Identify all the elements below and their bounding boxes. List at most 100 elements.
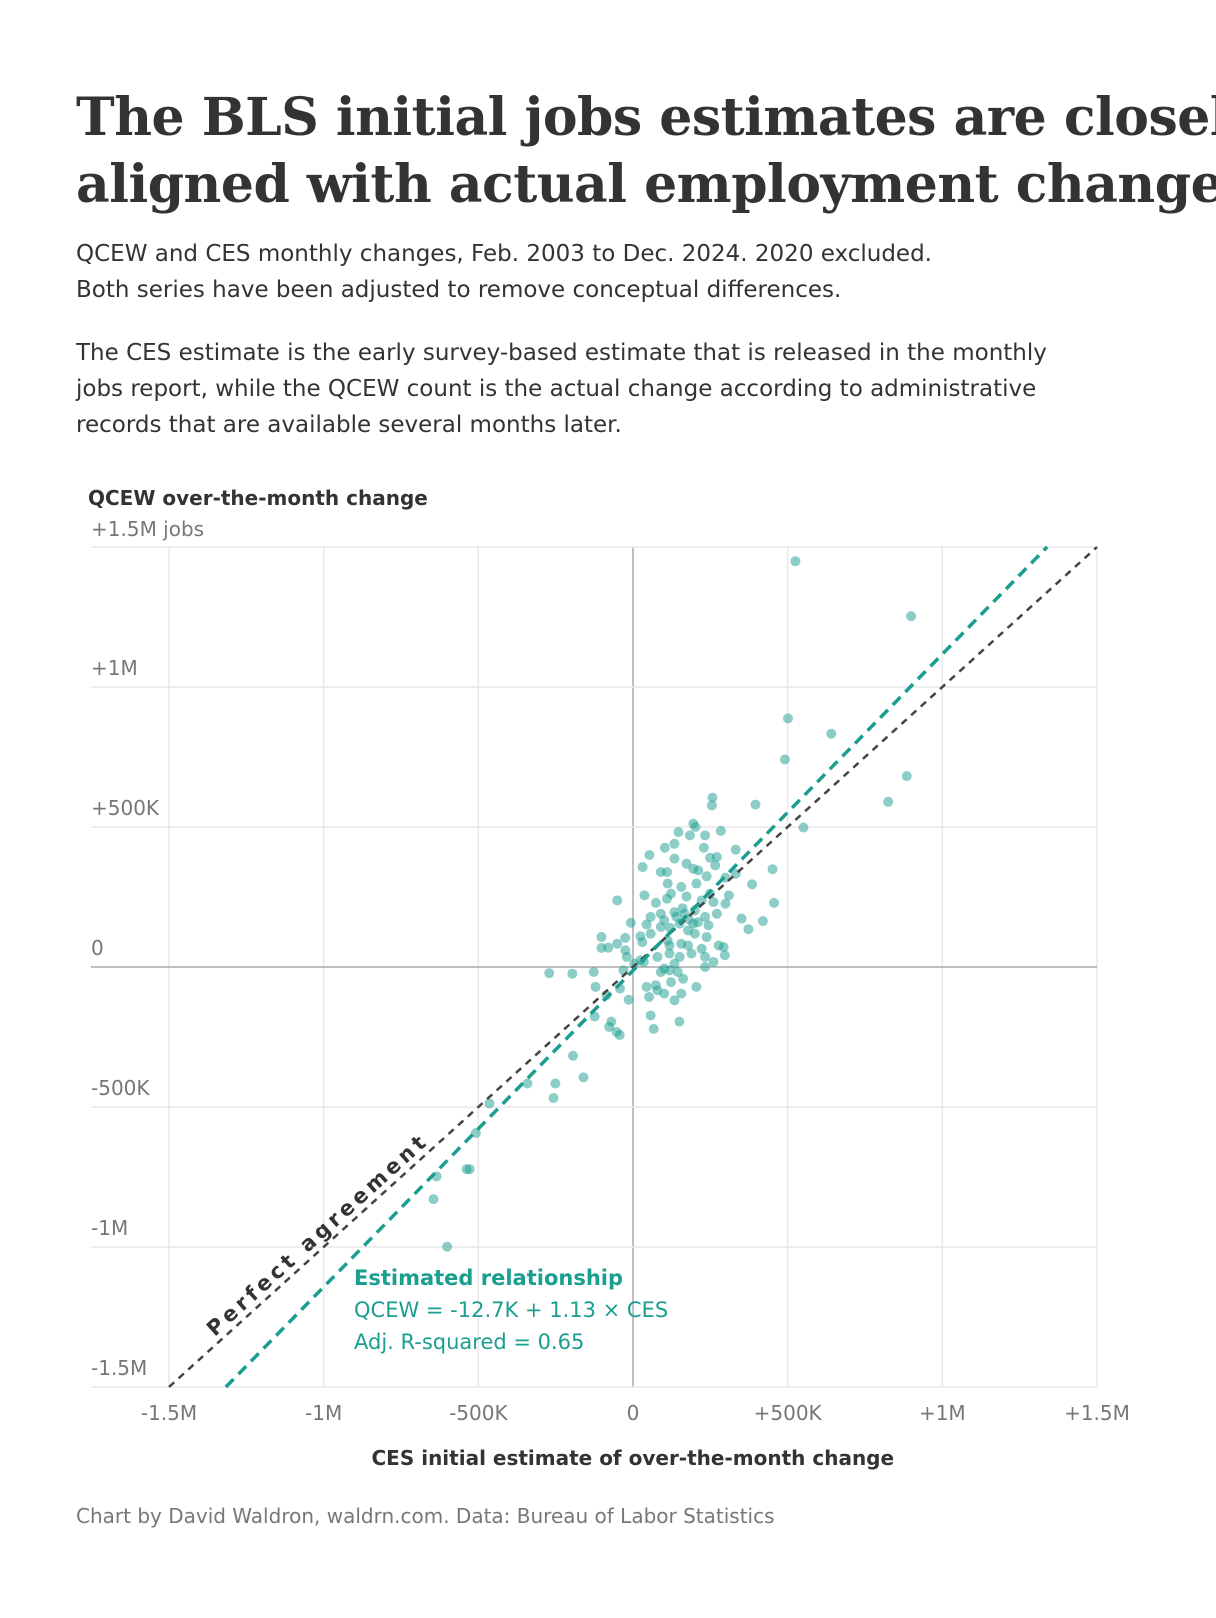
data-point <box>604 1021 615 1032</box>
data-point <box>718 942 729 953</box>
data-point <box>708 897 719 908</box>
data-point <box>700 962 711 972</box>
data-point <box>782 713 793 724</box>
data-point <box>644 991 655 1002</box>
regression-title: Estimated relationship <box>354 1266 624 1290</box>
data-point <box>669 853 680 864</box>
data-point <box>696 943 707 954</box>
data-point <box>711 908 722 919</box>
data-point <box>662 867 673 878</box>
data-point <box>683 940 694 951</box>
data-point <box>690 822 701 832</box>
data-point <box>710 860 721 871</box>
data-point <box>550 1078 561 1089</box>
data-point <box>664 948 675 959</box>
description-line: jobs report, while the QCEW count is the… <box>76 376 1037 402</box>
data-point <box>700 830 711 841</box>
data-point <box>674 951 685 962</box>
x-tick-label: -500K <box>449 1401 508 1425</box>
data-point <box>641 981 652 992</box>
data-point <box>625 917 636 928</box>
data-point <box>672 967 683 978</box>
x-tick-label: +500K <box>753 1401 822 1425</box>
data-point <box>790 556 801 567</box>
data-point <box>901 771 912 782</box>
footer-credit: Chart by David Waldron, waldrn.com. Data… <box>76 1504 775 1528</box>
data-point <box>664 965 675 976</box>
data-point <box>567 1050 578 1061</box>
data-point <box>677 903 688 914</box>
data-point <box>641 919 652 930</box>
data-point <box>730 844 741 855</box>
x-tick-label: +1.5M <box>1064 1401 1130 1425</box>
regression-r2: Adj. R-squared = 0.65 <box>354 1330 585 1354</box>
data-point <box>603 942 614 953</box>
data-point <box>698 842 709 853</box>
data-point <box>590 981 601 992</box>
regression-equation: QCEW = -12.7K + 1.13 × CES <box>354 1298 669 1322</box>
data-point <box>588 967 599 978</box>
regression-line <box>224 545 1049 1389</box>
data-point <box>639 890 650 901</box>
data-point <box>596 932 607 943</box>
data-point <box>700 951 711 962</box>
data-point <box>692 917 703 928</box>
data-point <box>442 1241 453 1252</box>
x-tick-label: -1.5M <box>140 1401 198 1425</box>
data-point <box>659 842 670 853</box>
regression-annotation: Estimated relationship QCEW = -12.7K + 1… <box>354 1262 668 1358</box>
data-point <box>669 995 680 1006</box>
y-tick-label: +1M <box>91 656 138 680</box>
data-point <box>767 864 778 875</box>
data-point <box>711 851 722 862</box>
description-line: records that are available several month… <box>76 412 622 438</box>
description-line: The CES estimate is the early survey-bas… <box>76 340 1047 366</box>
chart-description: The CES estimate is the early survey-bas… <box>76 335 1047 443</box>
data-point <box>826 728 837 739</box>
data-point <box>769 897 780 908</box>
data-point <box>674 1016 685 1027</box>
data-point <box>645 911 656 922</box>
data-point <box>686 948 697 959</box>
data-point <box>648 1023 659 1034</box>
data-point <box>659 988 670 999</box>
data-point <box>701 932 712 943</box>
data-point <box>750 799 761 810</box>
data-point <box>669 838 680 849</box>
data-point <box>736 913 747 924</box>
data-point <box>620 932 631 943</box>
data-point <box>706 800 717 811</box>
title-line: The BLS initial jobs estimates are close… <box>76 87 1216 148</box>
data-point <box>715 825 726 836</box>
data-point <box>798 822 809 833</box>
data-point <box>693 865 704 876</box>
y-tick-label: -500K <box>91 1076 150 1100</box>
perfect-agreement-line <box>168 546 1098 1388</box>
data-point <box>578 1072 589 1083</box>
data-point <box>662 893 673 904</box>
y-tick-label: +500K <box>91 796 160 820</box>
data-point <box>637 937 648 948</box>
data-point <box>743 924 754 935</box>
data-point <box>484 1098 495 1109</box>
data-point <box>664 940 675 951</box>
x-tick-label: +1M <box>918 1401 966 1425</box>
subtitle-line: Both series have been adjusted to remove… <box>76 277 842 303</box>
data-point <box>684 830 695 841</box>
data-point <box>708 956 719 967</box>
data-point <box>645 928 656 939</box>
data-point <box>644 850 655 860</box>
data-point <box>629 958 640 969</box>
y-tick-label: -1M <box>91 1216 129 1240</box>
data-point <box>614 1030 625 1041</box>
data-point <box>612 895 623 906</box>
y-tick-label: 0 <box>91 936 104 960</box>
data-point <box>691 878 702 889</box>
chart-subtitle: QCEW and CES monthly changes, Feb. 2003 … <box>76 236 932 308</box>
data-point <box>691 981 702 992</box>
data-point <box>700 911 711 922</box>
y-axis-title: QCEW over-the-month change <box>88 486 428 510</box>
data-point <box>548 1093 559 1104</box>
data-point <box>703 920 714 931</box>
